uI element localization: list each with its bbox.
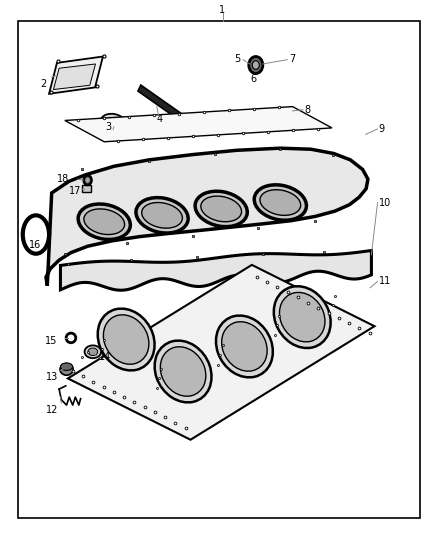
Ellipse shape (85, 345, 101, 358)
Text: 9: 9 (379, 124, 385, 134)
Text: 3: 3 (106, 122, 112, 132)
Polygon shape (49, 56, 103, 94)
Text: 13: 13 (46, 373, 58, 382)
Text: 7: 7 (289, 54, 295, 63)
Ellipse shape (222, 322, 267, 371)
Text: 10: 10 (379, 198, 391, 207)
Polygon shape (65, 107, 332, 142)
Circle shape (84, 175, 92, 185)
Text: 14: 14 (99, 352, 111, 362)
Text: 16: 16 (29, 240, 41, 250)
Circle shape (86, 178, 89, 182)
Ellipse shape (195, 191, 247, 227)
Text: 6: 6 (250, 74, 256, 84)
Text: 18: 18 (57, 174, 69, 184)
Polygon shape (60, 251, 371, 290)
Ellipse shape (105, 118, 123, 130)
Ellipse shape (254, 185, 307, 220)
Circle shape (249, 56, 263, 74)
Ellipse shape (84, 209, 124, 235)
Text: 11: 11 (379, 277, 391, 286)
Ellipse shape (274, 286, 331, 348)
Ellipse shape (98, 309, 155, 370)
Text: 8: 8 (304, 105, 311, 115)
Ellipse shape (78, 204, 131, 239)
Ellipse shape (279, 293, 325, 342)
Ellipse shape (260, 190, 300, 215)
Circle shape (252, 61, 259, 69)
Polygon shape (53, 64, 95, 90)
Ellipse shape (160, 347, 206, 396)
Ellipse shape (103, 315, 149, 364)
Text: 4: 4 (157, 114, 163, 124)
Ellipse shape (155, 341, 212, 402)
Ellipse shape (60, 363, 73, 370)
Ellipse shape (60, 364, 73, 375)
Polygon shape (68, 265, 374, 440)
Text: 1: 1 (219, 5, 226, 14)
Polygon shape (138, 85, 184, 122)
Ellipse shape (142, 203, 182, 228)
Text: 5: 5 (234, 54, 240, 63)
Text: 12: 12 (46, 406, 58, 415)
Ellipse shape (136, 198, 188, 233)
Ellipse shape (88, 348, 98, 356)
Polygon shape (46, 148, 368, 286)
FancyBboxPatch shape (82, 185, 91, 192)
Ellipse shape (201, 196, 241, 222)
Text: 2: 2 (40, 79, 46, 88)
Text: 17: 17 (69, 186, 81, 196)
Ellipse shape (216, 316, 273, 377)
Ellipse shape (100, 114, 127, 134)
Text: 15: 15 (46, 336, 58, 346)
